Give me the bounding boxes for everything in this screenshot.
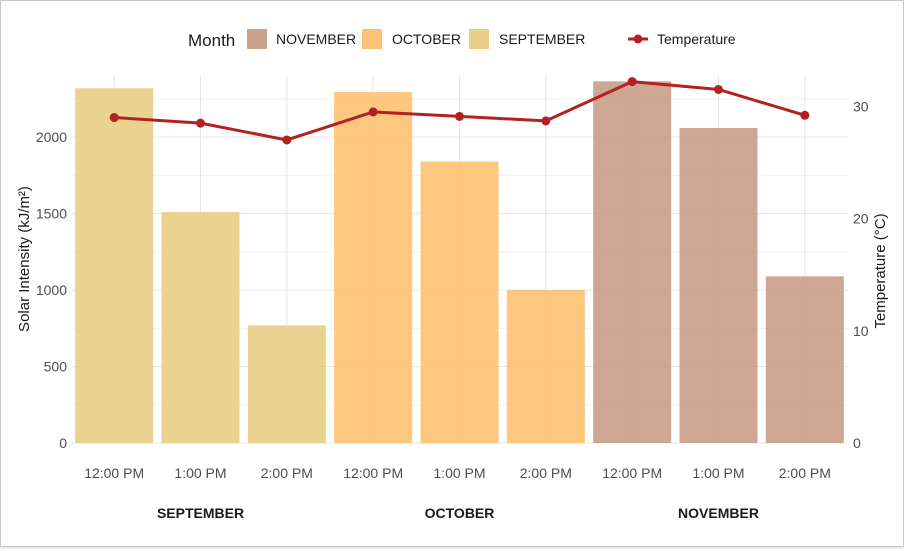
temperature-point <box>109 113 119 123</box>
y-right-tick-label: 20 <box>853 211 869 227</box>
legend-title: Month <box>188 31 235 50</box>
temperature-point <box>541 116 551 126</box>
bar <box>334 92 413 444</box>
temperature-series <box>109 77 810 145</box>
legend: Month NOVEMBER OCTOBER SEPTEMBER Temperature <box>188 29 736 50</box>
bar <box>247 325 326 443</box>
x-tick-label: 2:00 PM <box>520 465 572 481</box>
bar <box>593 81 672 443</box>
bar <box>420 161 499 443</box>
bar <box>765 276 844 443</box>
y-left-tick-label: 500 <box>44 359 68 375</box>
y-left-tick-label: 1500 <box>36 206 67 222</box>
legend-swatch <box>469 29 489 49</box>
bar <box>161 212 240 443</box>
bar <box>506 290 585 443</box>
legend-swatch <box>247 29 267 49</box>
y-left-axis-title: Solar Intensity (kJ/m²) <box>16 186 33 332</box>
x-tick-label: 2:00 PM <box>779 465 831 481</box>
y-left-tick-label: 2000 <box>36 129 67 145</box>
legend-label: NOVEMBER <box>276 31 356 47</box>
legend-label: SEPTEMBER <box>499 31 585 47</box>
x-tick-label: 1:00 PM <box>692 465 744 481</box>
y-left-tick-label: 0 <box>59 435 67 451</box>
axes: 12:00 PM 1:00 PM 2:00 PM SEPTEMBER 12:00 PM 1… <box>16 98 889 521</box>
temperature-point <box>714 84 723 94</box>
temperature-point <box>800 110 810 120</box>
legend-swatch <box>362 29 382 49</box>
x-tick-label: 2:00 PM <box>261 465 313 481</box>
group-label: OCTOBER <box>425 505 495 521</box>
x-tick-label: 12:00 PM <box>602 465 662 481</box>
group-label: SEPTEMBER <box>157 505 244 521</box>
y-left-tick-label: 1000 <box>36 282 67 298</box>
temperature-point <box>282 135 292 145</box>
group-label: NOVEMBER <box>678 505 759 521</box>
legend-label: OCTOBER <box>392 31 461 47</box>
temperature-point <box>455 111 464 121</box>
bars <box>75 81 844 444</box>
y-right-tick-label: 10 <box>853 323 869 339</box>
bar <box>75 88 154 443</box>
x-tick-label: 12:00 PM <box>343 465 403 481</box>
y-right-tick-label: 30 <box>853 98 869 114</box>
temperature-point <box>627 77 637 87</box>
legend-line-marker <box>633 34 643 44</box>
temperature-point <box>368 107 378 117</box>
temperature-point <box>196 118 205 128</box>
legend-line-label: Temperature <box>657 31 736 47</box>
bar <box>679 127 758 443</box>
x-tick-label: 1:00 PM <box>174 465 226 481</box>
x-tick-label: 12:00 PM <box>84 465 144 481</box>
y-right-axis-title: Temperature (°C) <box>872 213 889 328</box>
y-right-tick-label: 0 <box>853 435 861 451</box>
x-tick-label: 1:00 PM <box>433 465 485 481</box>
